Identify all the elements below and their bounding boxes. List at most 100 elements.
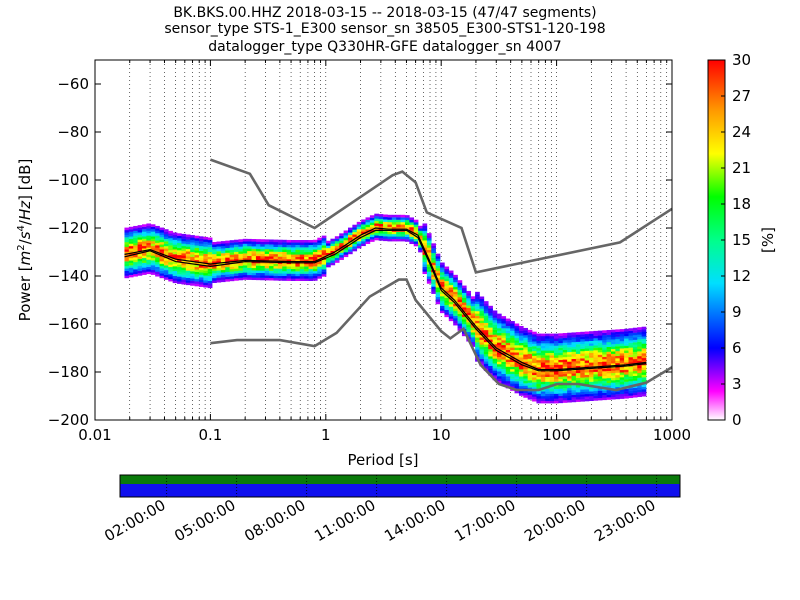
heatmap-cell bbox=[501, 340, 507, 343]
heatmap-cell bbox=[448, 292, 454, 295]
heatmap-cell bbox=[549, 396, 555, 399]
heatmap-cell bbox=[168, 233, 173, 236]
heatmap-cell bbox=[286, 239, 292, 243]
heatmap-cell bbox=[606, 334, 612, 338]
heatmap-cell bbox=[637, 353, 642, 357]
heatmap-cell bbox=[422, 233, 428, 236]
heatmap-cell bbox=[505, 335, 511, 338]
heatmap-cell bbox=[299, 240, 305, 243]
heatmap-cell bbox=[242, 238, 248, 242]
heatmap-cell bbox=[185, 248, 191, 252]
heatmap-cell bbox=[295, 264, 301, 267]
heatmap-cell bbox=[483, 313, 489, 316]
segment-tick-label: 02:00:00 bbox=[101, 496, 168, 545]
heatmap-cell bbox=[624, 345, 629, 349]
heatmap-cell bbox=[619, 393, 625, 397]
heatmap-cell bbox=[435, 265, 441, 269]
heatmap-cell bbox=[326, 259, 331, 263]
heatmap-cell bbox=[593, 352, 599, 356]
heatmap-cell bbox=[497, 376, 502, 379]
heatmap-cell bbox=[501, 332, 507, 336]
heatmap-cell bbox=[277, 239, 283, 243]
heatmap-cell bbox=[637, 360, 642, 364]
heatmap-cell bbox=[185, 263, 191, 266]
heatmap-cell bbox=[374, 235, 379, 238]
heatmap-cell bbox=[422, 264, 428, 267]
heatmap-cell bbox=[277, 266, 283, 269]
heatmap-cell bbox=[404, 219, 410, 223]
heatmap-cell bbox=[637, 348, 642, 352]
heatmap-cell bbox=[567, 380, 572, 384]
heatmap-cell bbox=[238, 246, 244, 250]
heatmap-cell bbox=[277, 258, 283, 262]
heatmap-cell bbox=[624, 338, 629, 341]
heatmap-cell bbox=[444, 309, 450, 313]
heatmap-cell bbox=[247, 265, 252, 268]
heatmap-cell bbox=[470, 341, 476, 345]
heatmap-cell bbox=[242, 248, 248, 252]
heatmap-cell bbox=[549, 343, 555, 346]
heatmap-cell bbox=[562, 371, 568, 375]
heatmap-cell bbox=[247, 248, 252, 252]
heatmap-cell bbox=[641, 374, 647, 378]
heatmap-cell bbox=[523, 361, 528, 365]
heatmap-cell bbox=[150, 260, 156, 263]
heatmap-cell bbox=[589, 398, 594, 402]
heatmap-cell bbox=[365, 229, 371, 232]
heatmap-cell bbox=[137, 268, 143, 271]
heatmap-cell bbox=[159, 239, 165, 243]
heatmap-cell bbox=[580, 336, 585, 340]
heatmap-cell bbox=[527, 385, 533, 388]
heatmap-cell bbox=[339, 242, 344, 246]
heatmap-cell bbox=[575, 389, 581, 393]
heatmap-cell bbox=[194, 264, 200, 268]
heatmap-cell bbox=[194, 276, 200, 280]
heatmap-cell bbox=[431, 288, 436, 292]
heatmap-cell bbox=[483, 305, 489, 309]
heatmap-cell bbox=[234, 278, 239, 281]
heatmap-cell bbox=[632, 349, 638, 352]
heatmap-cell bbox=[536, 352, 542, 356]
heatmap-cell bbox=[610, 332, 616, 335]
heatmap-cell bbox=[141, 269, 147, 273]
heatmap-cell bbox=[273, 265, 279, 269]
heatmap-cell bbox=[593, 335, 599, 339]
heatmap-cell bbox=[133, 257, 138, 260]
heatmap-cell bbox=[619, 336, 625, 339]
heatmap-cell bbox=[304, 244, 309, 248]
heatmap-cell bbox=[365, 224, 371, 228]
heatmap-cell bbox=[536, 391, 542, 394]
heatmap-cell bbox=[203, 260, 209, 264]
heatmap-cell bbox=[234, 254, 239, 257]
heatmap-cell bbox=[624, 383, 629, 387]
heatmap-cell bbox=[453, 279, 458, 283]
heatmap-cell bbox=[597, 369, 603, 372]
heatmap-cell bbox=[479, 330, 485, 333]
heatmap-cell bbox=[378, 230, 384, 234]
heatmap-cell bbox=[383, 214, 388, 218]
heatmap-cell bbox=[624, 350, 629, 353]
heatmap-cell bbox=[339, 245, 344, 248]
heatmap-cell bbox=[234, 242, 239, 245]
heatmap-cell bbox=[352, 234, 358, 237]
heatmap-cell bbox=[128, 226, 134, 230]
heatmap-cell bbox=[553, 352, 559, 356]
heatmap-cell bbox=[479, 342, 485, 345]
heatmap-cell bbox=[558, 388, 564, 392]
heatmap-cell bbox=[523, 390, 528, 393]
heatmap-cell bbox=[518, 352, 524, 355]
heatmap-cell bbox=[514, 373, 520, 377]
heatmap-cell bbox=[361, 238, 366, 242]
heatmap-cell bbox=[518, 342, 524, 346]
heatmap-cell bbox=[141, 233, 147, 237]
heatmap-cell bbox=[589, 364, 594, 368]
heatmap-cell bbox=[549, 391, 555, 394]
heatmap-cell bbox=[431, 252, 436, 256]
heatmap-cell bbox=[369, 222, 375, 226]
heatmap-cell bbox=[299, 244, 305, 248]
heatmap-cell bbox=[255, 253, 261, 257]
heatmap-cell bbox=[470, 313, 476, 316]
heatmap-cell bbox=[505, 368, 511, 372]
heatmap-cell bbox=[247, 277, 252, 280]
heatmap-cell bbox=[435, 287, 441, 290]
